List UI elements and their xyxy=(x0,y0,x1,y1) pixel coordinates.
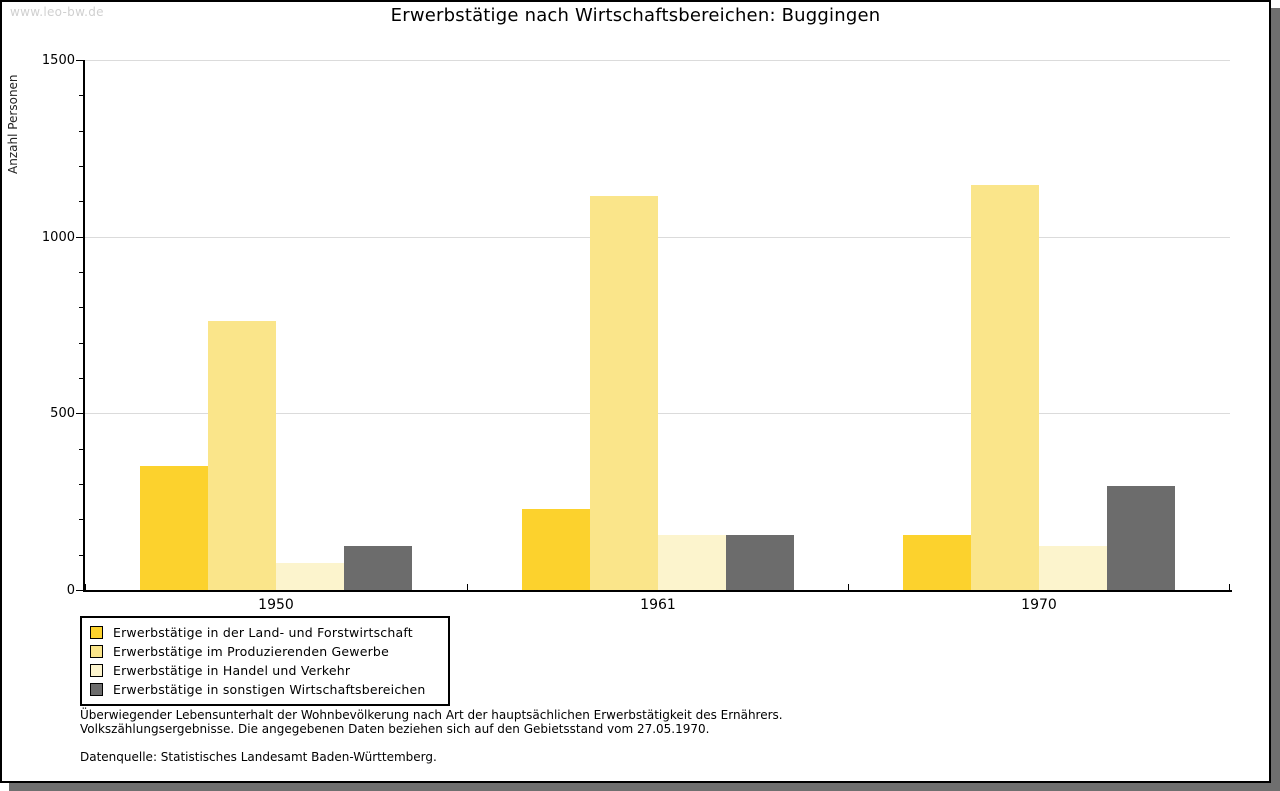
legend-swatch xyxy=(90,645,103,658)
bar xyxy=(276,563,344,590)
x-tick xyxy=(1229,584,1230,590)
bar xyxy=(344,546,412,590)
y-minor-tick xyxy=(79,166,83,167)
y-minor-tick xyxy=(79,484,83,485)
y-minor-tick xyxy=(79,378,83,379)
x-tick xyxy=(467,584,468,590)
y-minor-tick xyxy=(79,201,83,202)
y-minor-tick xyxy=(79,449,83,450)
bar xyxy=(140,466,208,590)
y-tick xyxy=(76,60,83,61)
footnote-line-1: Überwiegender Lebensunterhalt der Wohnbe… xyxy=(80,708,783,722)
y-tick-label: 1000 xyxy=(41,230,75,245)
bar xyxy=(726,535,794,590)
bar xyxy=(971,185,1039,590)
x-tick xyxy=(85,584,86,590)
y-minor-tick xyxy=(79,95,83,96)
y-tick xyxy=(76,237,83,238)
watermark: www.leo-bw.de xyxy=(10,5,104,19)
y-tick-label: 0 xyxy=(66,583,75,598)
legend-item: Erwerbstätige im Produzierenden Gewerbe xyxy=(90,642,440,661)
y-axis-label: Anzahl Personen xyxy=(6,74,20,174)
y-axis-line xyxy=(83,60,85,592)
legend-label: Erwerbstätige in der Land- und Forstwirt… xyxy=(113,625,413,640)
legend: Erwerbstätige in der Land- und Forstwirt… xyxy=(80,616,450,706)
bar xyxy=(590,196,658,590)
legend-swatch xyxy=(90,664,103,677)
x-axis-label: 1961 xyxy=(640,597,676,613)
y-minor-tick xyxy=(79,555,83,556)
bar xyxy=(903,535,971,590)
legend-swatch xyxy=(90,626,103,639)
legend-item: Erwerbstätige in der Land- und Forstwirt… xyxy=(90,623,440,642)
chart-title: Erwerbstätige nach Wirtschaftsbereichen:… xyxy=(390,5,881,26)
plot-area: 0 500 1000 1500 1950 1961 1970 xyxy=(42,53,1232,613)
legend-label: Erwerbstätige in Handel und Verkehr xyxy=(113,663,351,678)
legend-item: Erwerbstätige in sonstigen Wirtschaftsbe… xyxy=(90,680,440,699)
legend-swatch xyxy=(90,683,103,696)
x-axis-label: 1970 xyxy=(1021,597,1057,613)
y-minor-tick xyxy=(79,307,83,308)
footnotes: Überwiegender Lebensunterhalt der Wohnbe… xyxy=(80,708,840,765)
y-tick-label: 1500 xyxy=(41,53,75,68)
legend-label: Erwerbstätige in sonstigen Wirtschaftsbe… xyxy=(113,682,426,697)
gridline xyxy=(85,60,1230,61)
x-axis-label: 1950 xyxy=(258,597,294,613)
bar xyxy=(1039,546,1107,590)
x-tick xyxy=(848,584,849,590)
legend-label: Erwerbstätige im Produzierenden Gewerbe xyxy=(113,644,389,659)
y-minor-tick xyxy=(79,519,83,520)
bar xyxy=(658,535,726,590)
y-tick-label: 500 xyxy=(50,406,75,421)
y-tick xyxy=(76,590,83,591)
bar xyxy=(522,509,590,590)
y-minor-tick xyxy=(79,131,83,132)
bar xyxy=(1107,486,1175,590)
footnote-line-2: Volkszählungsergebnisse. Die angegebenen… xyxy=(80,721,710,736)
y-tick xyxy=(76,413,83,414)
footnote-source: Datenquelle: Statistisches Landesamt Bad… xyxy=(80,750,437,764)
bar xyxy=(208,321,276,590)
y-minor-tick xyxy=(79,343,83,344)
x-axis-line xyxy=(83,590,1232,592)
legend-item: Erwerbstätige in Handel und Verkehr xyxy=(90,661,440,680)
y-minor-tick xyxy=(79,272,83,273)
